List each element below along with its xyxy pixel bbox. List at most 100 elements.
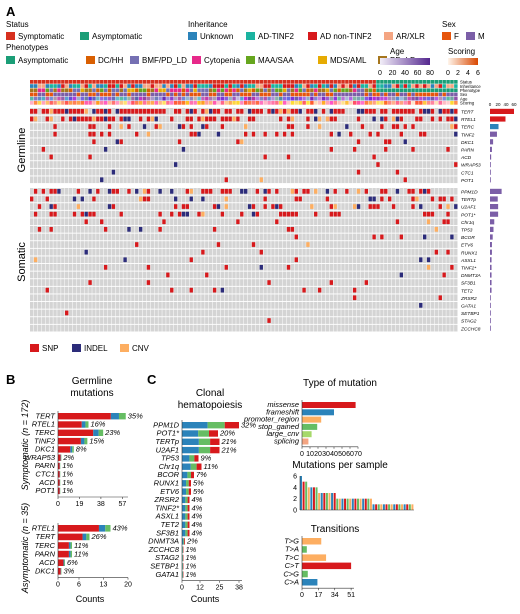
clinical-track-cell xyxy=(162,96,166,101)
oncoprint-cell xyxy=(294,138,298,146)
oncoprint-cell xyxy=(100,138,104,146)
oncoprint-cell xyxy=(142,146,147,153)
oncoprint-cell xyxy=(53,138,57,146)
oncoprint-cell xyxy=(49,279,53,286)
clinical-track-cell xyxy=(310,92,314,97)
oncoprint-cell xyxy=(162,302,166,309)
oncoprint-cell xyxy=(395,248,400,256)
oncoprint-cell xyxy=(150,130,155,138)
oncoprint-cell xyxy=(193,271,197,279)
side-axis-tick: 0 xyxy=(489,102,492,107)
oncoprint-cell xyxy=(240,233,244,241)
clinical-track-cell xyxy=(107,96,112,101)
oncoprint-cell xyxy=(205,294,209,302)
oncoprint-mutation xyxy=(205,116,209,122)
legend-item-label: MAA/SAA xyxy=(258,56,294,65)
oncoprint-cell xyxy=(259,286,263,294)
oncoprint-cell xyxy=(92,176,96,184)
oncoprint-cell xyxy=(310,146,314,153)
oncoprint-cell xyxy=(403,324,407,332)
oncoprint-cell xyxy=(154,256,158,264)
oncoprint-mutation xyxy=(310,204,314,209)
oncoprint-cell xyxy=(255,195,260,203)
oncoprint-cell xyxy=(236,302,240,309)
oncoprint-cell xyxy=(177,218,182,226)
oncoprint-cell xyxy=(368,264,372,271)
oncoprint-cell xyxy=(341,248,345,256)
oncoprint-cell xyxy=(65,279,69,286)
oncoprint-cell xyxy=(267,210,271,218)
oncoprint-mutation xyxy=(325,196,330,202)
oncoprint-cell xyxy=(426,248,431,256)
oncoprint-cell xyxy=(88,271,92,279)
oncoprint-cell xyxy=(173,138,178,146)
gene-label: DNMT3A xyxy=(461,273,481,279)
oncoprint-cell xyxy=(119,203,123,210)
oncoprint-cell xyxy=(96,130,100,138)
bar-segment xyxy=(68,550,71,558)
oncoprint-cell xyxy=(454,176,458,184)
oncoprint-cell xyxy=(391,195,396,203)
oncoprint-cell xyxy=(100,279,104,286)
oncoprint-cell xyxy=(341,309,345,317)
clinical-track-cell xyxy=(419,96,423,101)
oncoprint-cell xyxy=(76,294,81,302)
clinical-track-cell xyxy=(208,96,213,101)
oncoprint-cell xyxy=(232,161,236,168)
oncoprint-cell xyxy=(415,161,419,168)
oncoprint-mutation xyxy=(197,211,201,217)
gene-label: DKC1 xyxy=(461,140,474,146)
oncoprint-cell xyxy=(127,256,131,264)
oncoprint-cell xyxy=(135,279,139,286)
sample-bar xyxy=(331,493,334,510)
oncoprint-cell xyxy=(438,279,442,286)
oncoprint-cell xyxy=(387,130,392,138)
oncoprint-cell xyxy=(88,161,92,168)
clinical-track-cell xyxy=(352,92,357,97)
oncoprint-cell xyxy=(302,123,306,130)
clinical-track-cell xyxy=(349,84,353,88)
oncoprint-mutation xyxy=(290,189,295,194)
oncoprint-cell xyxy=(333,123,337,130)
oncoprint-cell xyxy=(403,146,407,153)
oncoprint-cell xyxy=(251,286,256,294)
somatic-group-label: Somatic xyxy=(16,242,28,282)
oncoprint-cell xyxy=(236,317,240,324)
bar-segment xyxy=(187,529,190,537)
oncoprint-cell xyxy=(259,115,263,123)
oncoprint-cell xyxy=(352,115,357,123)
clinical-track-cell xyxy=(123,92,127,97)
clinical-track-cell xyxy=(240,80,244,84)
oncoprint-cell xyxy=(68,203,73,210)
oncoprint-cell xyxy=(419,210,423,218)
oncoprint-cell xyxy=(271,264,275,271)
oncoprint-cell xyxy=(294,218,298,226)
bar-category-label: SF3B1 xyxy=(156,528,179,537)
oncoprint-cell xyxy=(65,241,69,248)
clinical-track-cell xyxy=(422,84,427,88)
clinical-track-cell xyxy=(314,92,318,97)
oncoprint-cell xyxy=(329,294,333,302)
oncoprint-mutation xyxy=(317,287,322,293)
oncoprint-cell xyxy=(92,218,96,226)
oncoprint-cell xyxy=(100,123,104,130)
oncoprint-cell xyxy=(430,294,435,302)
bar-percent-label: 6% xyxy=(67,558,78,567)
clinical-track-cell xyxy=(368,88,372,93)
oncoprint-cell xyxy=(185,279,190,286)
oncoprint-cell xyxy=(286,302,291,309)
clinical-track-cell xyxy=(263,92,267,97)
bar-segment xyxy=(196,463,202,470)
oncoprint-cell xyxy=(345,115,349,123)
oncoprint-cell xyxy=(142,176,147,184)
oncoprint-cell xyxy=(391,130,396,138)
oncoprint-cell xyxy=(267,302,271,309)
clinical-track-cell xyxy=(37,96,42,101)
clinical-track-cell xyxy=(415,84,419,88)
oncoprint-mutation xyxy=(286,154,291,160)
clinical-track-cell xyxy=(61,96,65,101)
oncoprint-mutation xyxy=(263,154,267,160)
legend-swatch xyxy=(318,56,327,64)
oncoprint-cell xyxy=(419,138,423,146)
oncoprint-mutation xyxy=(53,204,57,209)
